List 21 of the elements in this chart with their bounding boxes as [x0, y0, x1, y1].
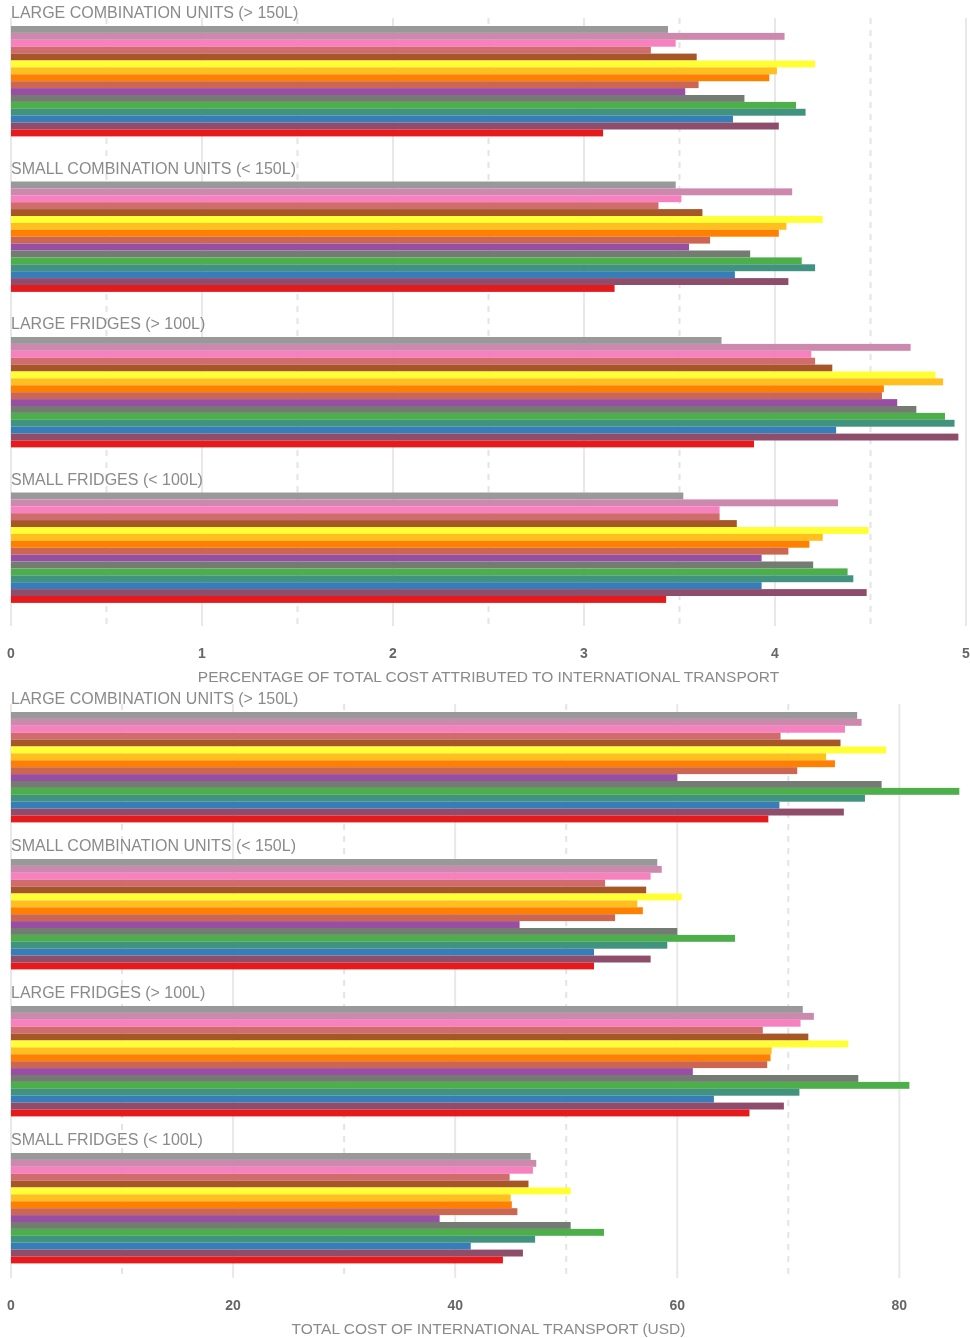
y-tick-label: SMALL FRIDGES (< 100L)	[11, 1131, 203, 1148]
y-tick-label: SMALL COMBINATION UNITS (< 150L)	[11, 837, 296, 854]
x-tick-label: 5	[962, 645, 970, 661]
y-tick-label: LARGE COMBINATION UNITS (> 150L)	[11, 690, 299, 707]
x-tick-label: 40	[447, 1297, 464, 1313]
x-axis-title: PERCENTAGE OF TOTAL COST ATTRIBUTED TO INTERNATIONAL TRANSPORT	[197, 668, 780, 685]
x-tick-label: 0	[7, 1297, 16, 1313]
x-tick-label: 3	[580, 645, 589, 661]
x-tick-label: 20	[225, 1297, 242, 1313]
x-axis-title: TOTAL COST OF INTERNATIONAL TRANSPORT (USD)	[291, 1320, 686, 1337]
y-tick-label: SMALL COMBINATION UNITS (< 150L)	[11, 159, 296, 177]
x-tick-label: 0	[7, 645, 16, 661]
y-tick-label: SMALL FRIDGES (< 100L)	[11, 470, 203, 488]
x-tick-label: 4	[771, 645, 780, 661]
x-tick-label: 80	[891, 1297, 908, 1313]
x-tick-label: 1	[198, 645, 207, 661]
x-tick-label: 2	[389, 645, 398, 661]
y-tick-label: LARGE COMBINATION UNITS (> 150L)	[11, 4, 299, 21]
x-tick-label: 60	[669, 1297, 686, 1313]
y-tick-label: LARGE FRIDGES (> 100L)	[11, 315, 206, 332]
y-tick-label: LARGE FRIDGES (> 100L)	[11, 984, 206, 1001]
